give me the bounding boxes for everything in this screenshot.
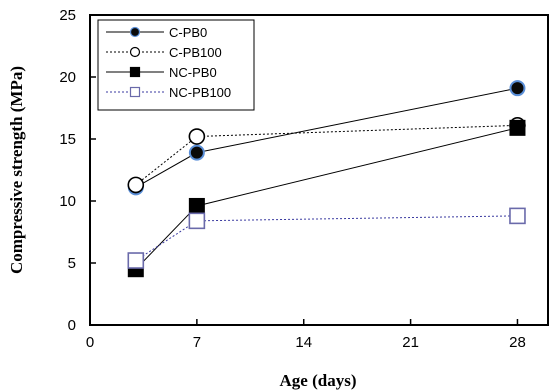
y-tick-label: 10 — [59, 193, 76, 210]
data-point — [188, 212, 206, 230]
data-point — [509, 119, 526, 136]
legend-item: NC-PB0 — [106, 65, 217, 80]
legend-label: NC-PB100 — [169, 85, 231, 100]
data-point — [188, 144, 205, 161]
x-tick-label: 14 — [295, 334, 312, 351]
y-tick-label: 15 — [59, 131, 76, 148]
legend-label: C-PB0 — [169, 25, 207, 40]
data-point — [509, 207, 526, 225]
legend-box — [97, 19, 255, 111]
x-tick-label: 0 — [86, 334, 94, 351]
legend-label: NC-PB0 — [169, 65, 217, 80]
y-tick-label: 20 — [59, 69, 76, 86]
x-tick-label: 21 — [402, 334, 419, 351]
y-tick-label: 5 — [68, 255, 76, 272]
series-NC-PB100 — [127, 207, 526, 269]
legend-marker — [129, 66, 141, 78]
y-axis: 0 5 10 15 20 25 — [59, 7, 96, 334]
x-axis: 0 7 14 21 28 — [86, 319, 526, 351]
x-tick-label: 7 — [193, 334, 201, 351]
data-point — [127, 176, 145, 194]
legend-item: C-PB100 — [106, 45, 222, 60]
x-tick-label: 28 — [509, 334, 526, 351]
legend: C-PB0 C-PB100 NC-PB0 NC-PB100 — [97, 19, 255, 111]
legend-item: C-PB0 — [106, 25, 207, 40]
legend-marker — [129, 26, 141, 38]
legend-marker — [129, 86, 141, 98]
legend-label: C-PB100 — [169, 45, 222, 60]
data-point — [509, 80, 526, 97]
data-point — [127, 252, 145, 269]
data-point — [188, 128, 206, 145]
legend-item: NC-PB100 — [106, 85, 231, 100]
x-axis-title: Age (days) — [280, 371, 357, 390]
series-layer — [127, 80, 526, 278]
data-point — [188, 197, 205, 214]
y-tick-label: 25 — [59, 7, 76, 24]
y-axis-title: Compressive strength (MPa) — [7, 66, 26, 274]
y-tick-label: 0 — [68, 317, 76, 334]
legend-marker — [129, 46, 141, 58]
